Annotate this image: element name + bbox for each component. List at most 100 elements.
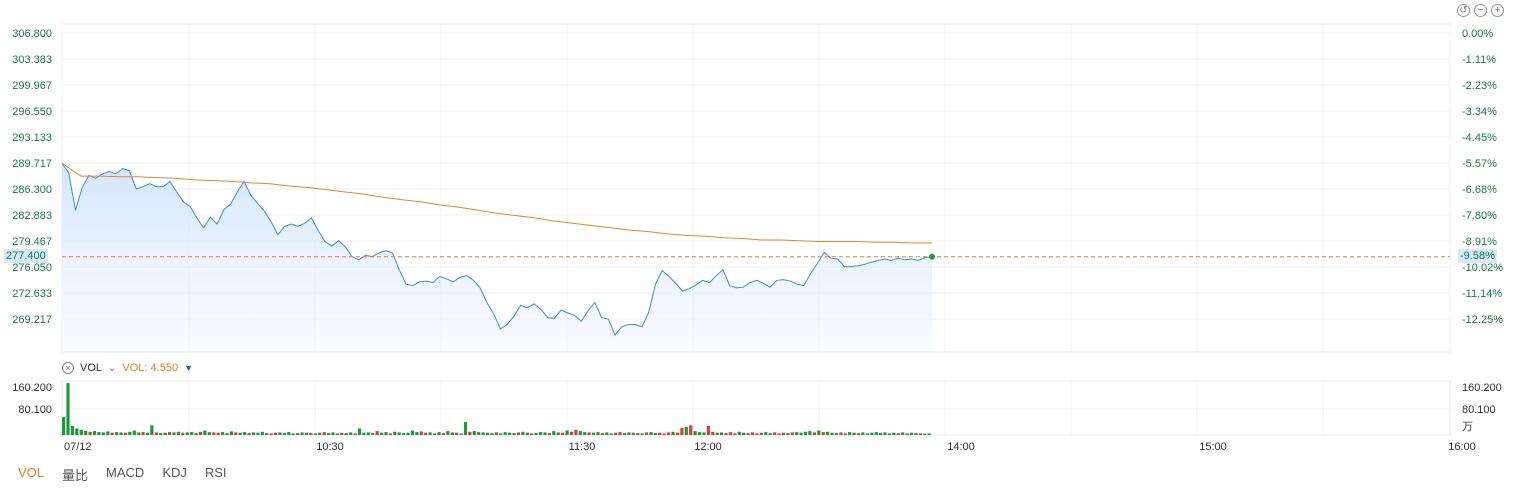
volume-bar	[781, 432, 785, 435]
volume-bar	[234, 432, 238, 435]
volume-bar	[927, 433, 931, 435]
volume-bar	[901, 432, 905, 435]
volume-bar	[402, 433, 406, 435]
volume-bar	[145, 432, 150, 435]
volume-bar	[530, 433, 534, 435]
volume-bar	[463, 422, 468, 435]
volume-bar	[428, 432, 432, 435]
tab-rsi[interactable]: RSI	[204, 465, 227, 480]
close-icon[interactable]: ×	[62, 362, 74, 374]
volume-bar	[300, 432, 304, 435]
percent-tick-label: -4.45%	[1462, 132, 1497, 144]
price-tick-label: 282.883	[12, 210, 52, 222]
volume-bar	[247, 433, 251, 435]
tab-macd[interactable]: MACD	[106, 465, 145, 480]
volume-bar	[269, 433, 273, 435]
volume-bar	[287, 432, 291, 435]
price-tick-label: 296.550	[12, 106, 52, 118]
time-axis: 07/12 10:30 11:30 12:00 14:00 15:00 16:00	[64, 441, 1476, 453]
tab-vol[interactable]: VOL	[18, 465, 45, 480]
volume-tick-label: 80.100	[18, 404, 52, 416]
volume-bar	[375, 431, 379, 435]
volume-bar	[229, 431, 233, 435]
volume-bars	[62, 383, 931, 435]
volume-bar	[455, 432, 459, 435]
volume-bar	[689, 425, 693, 435]
volume-bar	[627, 432, 631, 435]
time-tick-label: 14:00	[947, 441, 975, 453]
percent-axis: 0.00% -1.11% -2.23% -3.34% -4.45% -5.57% -6.68…	[1462, 28, 1503, 326]
zoom-out-icon[interactable]: −	[1474, 4, 1487, 17]
volume-bar	[702, 432, 706, 435]
time-tick-label: 15:00	[1199, 441, 1227, 453]
volume-bar	[397, 432, 401, 435]
volume-bar	[631, 432, 635, 435]
volume-bar	[728, 432, 733, 435]
volume-bar	[605, 432, 609, 435]
volume-bar	[618, 432, 622, 435]
volume-bar	[826, 431, 830, 435]
volume-bar	[406, 432, 410, 435]
volume-bar	[795, 432, 799, 435]
percent-tick-label: -11.14%	[1462, 288, 1502, 300]
current-price-tag: 277.400	[4, 249, 48, 263]
percent-tick-label: -6.68%	[1462, 184, 1497, 196]
volume-bar	[159, 433, 163, 435]
volume-bar	[154, 432, 158, 435]
volume-bar	[742, 432, 746, 435]
price-tick-label: 306.800	[12, 28, 52, 40]
volume-bar	[865, 433, 869, 435]
volume-bar	[852, 432, 856, 435]
zoom-in-icon[interactable]: +	[1491, 4, 1504, 17]
volume-bar	[172, 432, 176, 435]
volume-bar	[415, 432, 419, 435]
average-price-line	[61, 162, 932, 244]
volume-bar	[477, 432, 481, 435]
volume-bar	[803, 431, 808, 435]
chevron-down-icon[interactable]: ⌄	[108, 362, 117, 374]
volume-bar	[879, 433, 883, 435]
volume-bar	[437, 432, 441, 435]
volume-bar	[181, 432, 185, 435]
volume-bar	[238, 432, 242, 435]
volume-bar	[887, 433, 891, 435]
volume-bar	[84, 430, 88, 435]
volume-bar	[207, 432, 211, 435]
percent-tick-label: -12.25%	[1462, 314, 1503, 326]
volume-bar	[150, 425, 154, 435]
undo-icon[interactable]: ↺	[1457, 4, 1470, 17]
volume-bar	[574, 429, 578, 435]
tab-volume-ratio[interactable]: 量比	[62, 468, 89, 483]
price-area	[62, 163, 932, 352]
volume-bar	[327, 433, 331, 435]
volume-bar	[755, 433, 759, 435]
tab-kdj[interactable]: KDJ	[162, 465, 187, 480]
volume-bar	[543, 432, 547, 435]
time-tick-label: 10:30	[316, 441, 344, 453]
volume-bar	[185, 432, 189, 435]
volume-bar	[821, 432, 825, 435]
volume-bar	[393, 431, 397, 435]
time-tick-label: 12:00	[694, 441, 722, 453]
volume-bar	[278, 432, 282, 435]
volume-bar	[786, 433, 790, 435]
volume-bar	[556, 432, 560, 435]
indicator-name[interactable]: VOL	[80, 362, 103, 374]
volume-bar	[614, 432, 618, 435]
volume-bar	[101, 432, 105, 435]
volume-bar	[141, 432, 145, 435]
volume-bar	[578, 431, 582, 435]
volume-bar	[384, 432, 388, 435]
volume-bar	[923, 433, 927, 435]
volume-bar	[450, 432, 454, 435]
volume-bar	[168, 432, 172, 435]
indicator-value: VOL: 4.550	[122, 362, 179, 374]
volume-bar	[874, 432, 878, 435]
volume-bar	[433, 433, 437, 435]
volume-bar	[649, 432, 653, 435]
volume-bar	[119, 432, 123, 435]
volume-bar	[622, 433, 627, 435]
price-tick-label: 303.383	[12, 54, 52, 66]
volume-bar	[441, 433, 445, 435]
